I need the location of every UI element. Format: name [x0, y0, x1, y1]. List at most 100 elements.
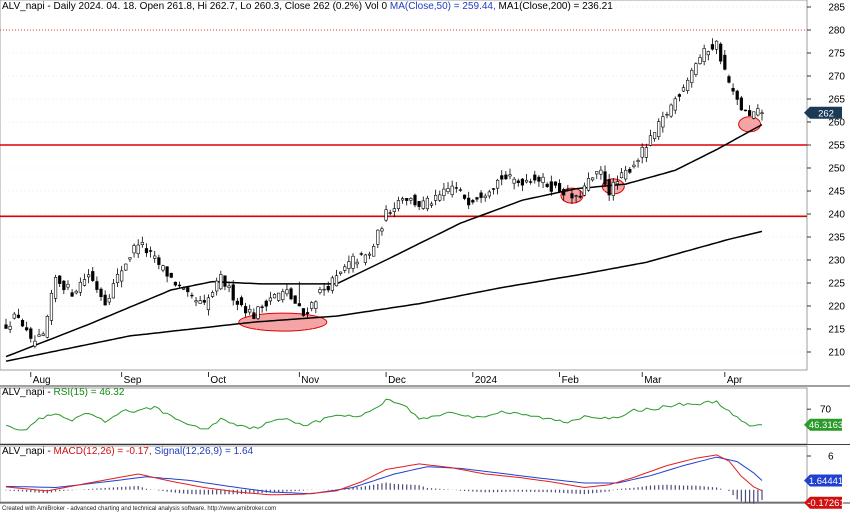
y-tick-label: 210: [828, 348, 845, 359]
candle: [628, 167, 632, 175]
candle-body: [272, 294, 277, 299]
candle: [690, 67, 694, 88]
candle-body: [677, 94, 681, 97]
candle-body: [363, 254, 368, 263]
candle: [665, 111, 669, 119]
candle-body: [702, 48, 706, 62]
candle: [314, 300, 318, 314]
candle: [458, 187, 463, 192]
candle: [107, 294, 111, 305]
candle-body: [70, 292, 74, 297]
candle: [479, 190, 483, 203]
candle: [293, 295, 297, 304]
candle-body: [260, 306, 264, 308]
candle-body: [425, 197, 429, 210]
candle: [566, 184, 570, 192]
candle: [140, 236, 144, 248]
candle: [223, 275, 227, 291]
candle-body: [107, 297, 111, 303]
candle-body: [153, 255, 157, 259]
highlight-ellipse: [238, 312, 328, 332]
candle-body: [227, 285, 231, 288]
candle: [467, 191, 471, 210]
candle: [417, 201, 421, 211]
candle: [169, 272, 173, 279]
candle-body: [748, 110, 752, 116]
candle-body: [45, 315, 49, 338]
candle: [153, 251, 157, 263]
candle-body: [760, 112, 764, 115]
candle: [487, 189, 491, 199]
candle: [37, 328, 41, 337]
candle: [148, 246, 153, 258]
candle: [53, 274, 58, 303]
y-tick-label: 250: [828, 164, 845, 175]
candle-body: [326, 285, 330, 291]
candle-body: [483, 195, 487, 198]
candle-body: [41, 333, 45, 336]
candle-body: [58, 275, 62, 284]
candle: [607, 174, 611, 201]
signal-line: [5, 456, 763, 495]
x-tick-label: Oct: [210, 375, 226, 386]
candle: [256, 306, 260, 321]
candle: [128, 257, 132, 262]
candle-body: [318, 289, 322, 293]
candle-body: [78, 281, 82, 293]
candle-body: [491, 188, 496, 190]
header-ma200: MA1(Close,200) = 236.21: [498, 1, 613, 12]
candle-body: [743, 109, 748, 112]
candle: [82, 273, 87, 287]
candle: [562, 187, 566, 201]
candle-body: [619, 172, 624, 179]
candle-body: [202, 300, 206, 303]
candle-body: [400, 198, 405, 201]
candle-body: [595, 171, 599, 175]
header-ma50: MA(Close,50) = 259.44,: [389, 1, 496, 12]
candle-body: [714, 40, 719, 50]
y-tick-label: 220: [828, 302, 845, 313]
candle: [496, 178, 500, 195]
candle-body: [264, 300, 268, 307]
candle-body: [293, 295, 297, 304]
candle-body: [4, 324, 8, 329]
candle-body: [409, 198, 413, 201]
candle-body: [186, 287, 190, 293]
candle: [215, 277, 219, 296]
candle: [756, 104, 760, 117]
candle: [450, 180, 454, 198]
support-lines: [0, 29, 807, 218]
candle: [504, 171, 508, 180]
candle-body: [537, 176, 541, 182]
candle: [367, 251, 372, 260]
candle-body: [686, 79, 690, 91]
candle: [157, 254, 161, 270]
candle: [58, 275, 62, 288]
candle-body: [566, 189, 570, 191]
candle: [202, 294, 206, 306]
candle-body: [82, 279, 87, 286]
value-badges: 262 46.3163 1.64441 -0.17261: [804, 106, 845, 509]
y-tick-label: 255: [828, 141, 845, 152]
y-tick-label: 235: [828, 233, 845, 244]
candle-body: [53, 277, 58, 299]
candle: [99, 287, 103, 301]
candle: [326, 281, 330, 293]
macd-y-tick-label: 6: [828, 452, 834, 463]
candle: [743, 109, 748, 112]
highlight-ellipse: [738, 116, 762, 133]
candle-body: [578, 195, 582, 198]
x-tick-label: Dec: [388, 375, 406, 386]
candle: [376, 229, 380, 249]
x-tick-label: Aug: [33, 375, 51, 386]
candle: [595, 171, 599, 179]
candle-body: [624, 169, 628, 180]
rsi-prefix: ALV_napi -: [2, 387, 54, 398]
candle-body: [372, 246, 376, 257]
candle: [582, 182, 586, 197]
header-prefix: ALV_napi - Daily 2024. 04. 18. Open 261.…: [2, 1, 388, 12]
candle-body: [231, 284, 235, 301]
candle-body: [355, 261, 359, 265]
candle: [177, 281, 182, 288]
